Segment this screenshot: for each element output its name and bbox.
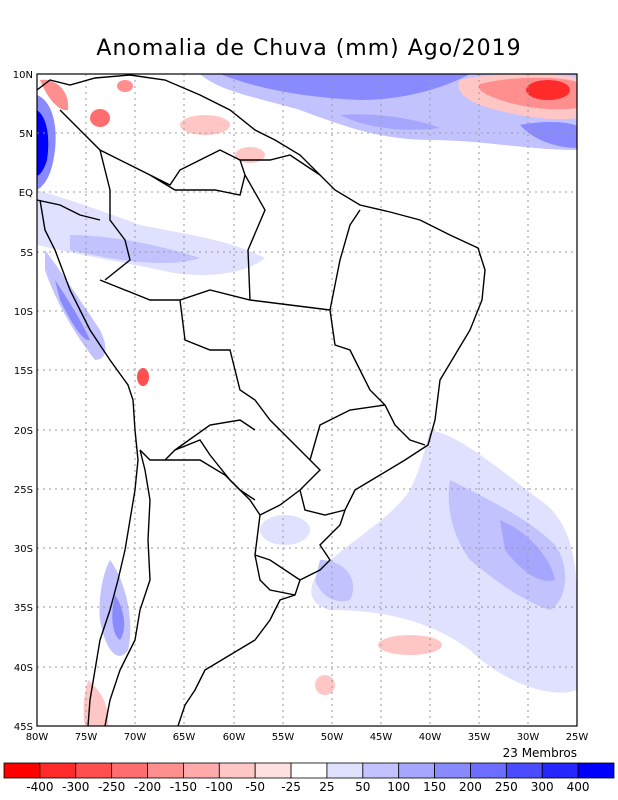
latitude-axis: 10N 5N EQ 5S 10S 15S 20S 25S 30S 35S 40S… (13, 70, 33, 733)
lat-tick-10s: 10S (14, 307, 33, 318)
atlantic-northeast-negative-peak (526, 80, 570, 100)
atlantic-north-pocket (340, 114, 440, 130)
south-america-coastline (37, 74, 486, 726)
colorbar-swatch (434, 762, 471, 779)
colorbar-swatch (470, 762, 507, 779)
colorbar-label: -200 (134, 780, 161, 794)
map-title: Anomalia de Chuva (mm) Ago/2019 (96, 36, 522, 61)
continent-outline (37, 74, 486, 726)
colorbar-label: 100 (387, 780, 410, 794)
pacific-coast-positive-core (37, 110, 49, 176)
colorbar-label: 300 (531, 780, 554, 794)
chile-south-negative (83, 680, 109, 726)
colorbar-label: 250 (495, 780, 518, 794)
lat-tick-eq: EQ (19, 188, 33, 199)
colorbar-label: 150 (423, 780, 446, 794)
south-atlantic-positive-core (500, 520, 555, 581)
colorbar-label: -25 (281, 780, 301, 794)
venezuela-negative-2 (180, 115, 230, 135)
lon-tick-80w: 80W (26, 732, 49, 743)
lon-tick-70w: 70W (124, 732, 147, 743)
lon-tick-55w: 55W (272, 732, 295, 743)
colorbar-label: 50 (355, 780, 370, 794)
lat-tick-20s: 20S (14, 426, 33, 437)
colorbar: -400 -300 -250 -200 -150 -100 -50 -25 25 50 100 150… (3, 762, 615, 794)
lat-tick-40s: 40S (14, 663, 33, 674)
uruguay-positive (315, 560, 354, 602)
colorbar-label: 200 (459, 780, 482, 794)
colorbar-swatch (39, 762, 77, 779)
map-gridlines (37, 74, 577, 726)
guyana-negative (235, 147, 265, 163)
colorbar-swatch (183, 762, 220, 779)
colombia-negative-small (90, 109, 110, 127)
lon-tick-40w: 40W (419, 732, 442, 743)
colorbar-swatch (75, 762, 113, 779)
colorbar-swatch (254, 762, 292, 779)
colorbar-label: -50 (245, 780, 265, 794)
colorbar-swatch (541, 762, 579, 779)
colorbar-swatch (290, 762, 328, 779)
venezuela-negative-small (117, 80, 133, 92)
argentina-negative (378, 635, 442, 655)
southern-borders (104, 419, 256, 726)
colorbar-label: -250 (98, 780, 125, 794)
andes-positive-streak (45, 250, 106, 360)
colorbar-label: -400 (26, 780, 53, 794)
colorbar-swatch (505, 762, 543, 779)
lat-tick-30s: 30S (14, 544, 33, 555)
lat-tick-10n: 10N (13, 70, 33, 81)
longitude-axis: 80W 75W 70W 65W 60W 55W 50W 45W 40W 35W … (26, 732, 589, 743)
colorbar-label: 25 (319, 780, 334, 794)
members-label: 23 Membros (503, 746, 577, 760)
map-frame (36, 73, 578, 727)
colorbar-swatch (577, 762, 615, 779)
anomaly-shading (37, 74, 577, 726)
lon-tick-25w: 25W (566, 732, 589, 743)
colorbar-label: -100 (206, 780, 233, 794)
northern-borders (37, 109, 246, 281)
colorbar-label: 400 (567, 780, 590, 794)
argentina-negative-2 (315, 675, 335, 695)
colorbar-swatch (218, 762, 256, 779)
chile-positive-core (112, 595, 125, 640)
colorbar-swatch (326, 762, 364, 779)
south-atlantic-positive (311, 430, 577, 693)
lon-tick-60w: 60W (223, 732, 246, 743)
lat-tick-35s: 35S (14, 603, 33, 614)
colorbar-swatch (111, 762, 148, 779)
colorbar-label: -150 (170, 780, 197, 794)
lat-tick-5s: 5S (20, 248, 33, 259)
lat-tick-25s: 25S (14, 485, 33, 496)
lon-tick-35w: 35W (468, 732, 491, 743)
colorbar-swatch (398, 762, 435, 779)
atlantic-east-blue-blob (520, 122, 577, 148)
lon-tick-65w: 65W (173, 732, 196, 743)
lat-tick-45s: 45S (14, 722, 33, 733)
lon-tick-30w: 30W (517, 732, 540, 743)
lat-tick-5n: 5N (19, 129, 33, 140)
lon-tick-50w: 50W (321, 732, 344, 743)
brazil-borders (99, 154, 426, 596)
east-brazil-positive (260, 515, 310, 545)
colorbar-swatch (362, 762, 400, 779)
andes-north-negative (40, 79, 69, 111)
colorbar-swatch (3, 762, 41, 779)
lon-tick-75w: 75W (75, 732, 98, 743)
lon-tick-45w: 45W (370, 732, 393, 743)
andes-positive-streak-core (55, 280, 90, 341)
lat-tick-15s: 15S (14, 366, 33, 377)
colorbar-label: -300 (62, 780, 89, 794)
colorbar-swatch (147, 762, 184, 779)
bolivia-negative (137, 368, 149, 386)
